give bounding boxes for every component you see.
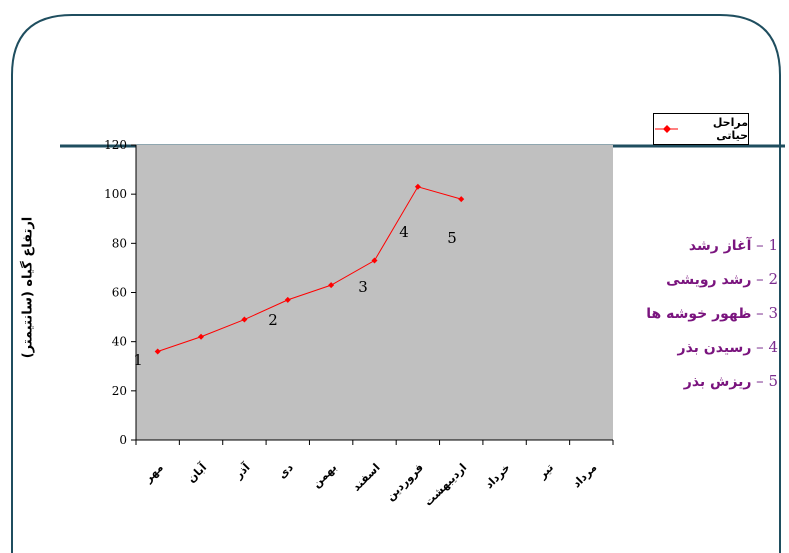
stage-number: 1 [768, 236, 778, 254]
x-tick-label: آبان [184, 460, 209, 485]
stage-dash: – [756, 304, 764, 322]
stage-label: ظهور خوشه ها [646, 306, 752, 322]
data-point [371, 257, 378, 264]
x-tick-label: خرداد [482, 461, 512, 491]
x-tick-label: اردیبهشت [422, 461, 470, 509]
stage-dash: – [756, 270, 764, 288]
data-point [414, 183, 421, 190]
x-tick-label: مرداد [570, 461, 599, 490]
stage-list: 1 – آغاز رشد 2 – رشد رویشی 3 – ظهور خوشه… [628, 232, 778, 402]
y-tick-label: 40 [112, 335, 127, 349]
x-tick-label: تیر [535, 461, 556, 482]
stage-annotations: 1 2 3 4 5 [133, 223, 457, 369]
data-point [198, 333, 205, 340]
stage-item: 3 – ظهور خوشه ها [628, 300, 778, 334]
series-line [157, 186, 462, 352]
x-tick-label: دی [276, 461, 297, 482]
y-tick-label: 80 [112, 236, 127, 250]
x-tick-label: آذر [231, 460, 253, 482]
y-tick-label: 20 [112, 384, 127, 398]
legend-marker-icon [655, 125, 679, 133]
stage-item: 1 – آغاز رشد [628, 232, 778, 266]
stage-dash: – [756, 338, 764, 356]
x-tick-label: بهمن [310, 461, 339, 490]
stage-dash: – [756, 236, 764, 254]
data-point [241, 316, 248, 323]
stage-number: 2 [768, 270, 778, 288]
stage-label: رسیدن بذر [677, 340, 752, 356]
stage-number: 4 [768, 338, 778, 356]
x-tick-label: فروردین [384, 461, 426, 503]
y-tick-label: 0 [119, 433, 127, 447]
y-tick-label: 100 [104, 187, 127, 201]
series-points [154, 183, 465, 355]
stage-item: 4 – رسیدن بذر [628, 334, 778, 368]
legend: مراحل حیاتی [653, 113, 749, 145]
data-point [328, 282, 335, 289]
stage-number: 3 [768, 304, 778, 322]
x-tick-label: مهر [141, 461, 166, 486]
stage-number: 5 [768, 372, 778, 390]
data-point [458, 196, 465, 203]
stage-label: ریزش بذر [683, 374, 752, 390]
data-point [154, 348, 161, 355]
data-point [284, 296, 291, 303]
y-tick-label: 60 [112, 286, 127, 300]
stage-annotation: 4 [399, 223, 409, 241]
legend-label: مراحل حیاتی [712, 116, 748, 142]
stage-annotation: 1 [133, 351, 143, 369]
stage-item: 5 – ریزش بذر [628, 368, 778, 402]
y-axis: 0 20 40 60 80 100 120 [104, 138, 137, 447]
stage-item: 2 – رشد رویشی [628, 266, 778, 300]
y-tick-label: 120 [104, 138, 127, 152]
stage-annotation: 2 [268, 311, 278, 329]
stage-annotation: 3 [358, 278, 368, 296]
stage-dash: – [756, 372, 764, 390]
y-axis-label: ارتفاع گیاه (سانتیمتر) [20, 216, 36, 359]
x-tick-label: اسفند [350, 461, 383, 494]
stage-label: رشد رویشی [666, 272, 752, 288]
stage-annotation: 5 [447, 229, 457, 247]
stage-label: آغاز رشد [688, 238, 752, 254]
plot-area [136, 145, 613, 440]
